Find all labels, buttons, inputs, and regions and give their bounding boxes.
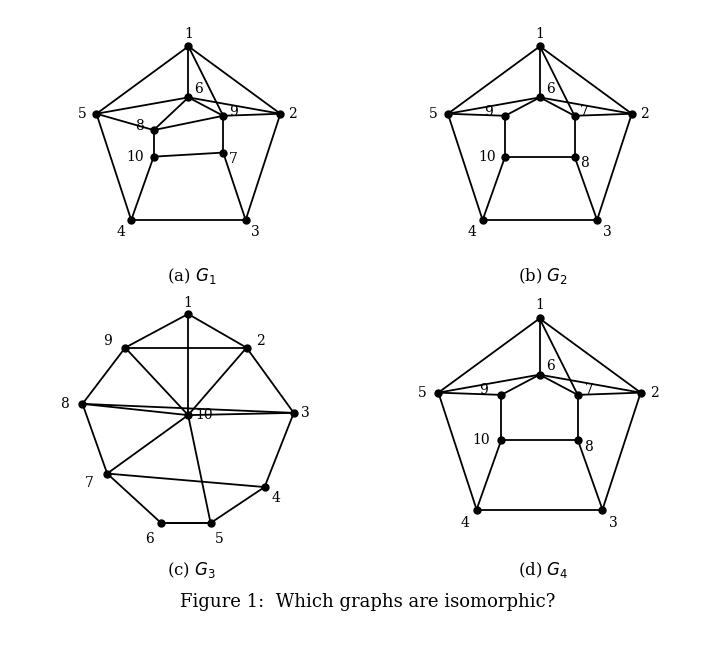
- Text: 10: 10: [195, 408, 212, 422]
- Text: 4: 4: [468, 225, 477, 240]
- Text: 10: 10: [472, 433, 490, 447]
- Text: 4: 4: [117, 225, 125, 240]
- Text: 8: 8: [60, 397, 69, 411]
- Text: 8: 8: [580, 156, 589, 170]
- Text: 7: 7: [585, 384, 593, 397]
- Text: 4: 4: [461, 516, 469, 530]
- Text: (c) $G_3$: (c) $G_3$: [167, 561, 216, 580]
- Text: 9: 9: [479, 384, 487, 397]
- Text: Figure 1:  Which graphs are isomorphic?: Figure 1: Which graphs are isomorphic?: [179, 593, 555, 611]
- Text: 4: 4: [271, 492, 280, 505]
- Text: 3: 3: [251, 225, 260, 240]
- Text: 7: 7: [85, 476, 94, 490]
- Text: 6: 6: [546, 82, 554, 96]
- Text: 2: 2: [288, 107, 297, 121]
- Text: 10: 10: [478, 149, 495, 164]
- Text: 2: 2: [639, 107, 649, 121]
- Text: 7: 7: [580, 105, 589, 118]
- Text: 3: 3: [603, 225, 612, 240]
- Text: 1: 1: [535, 298, 544, 312]
- Text: 3: 3: [609, 516, 618, 530]
- Text: (d) $G_4$: (d) $G_4$: [518, 561, 568, 580]
- Text: 9: 9: [229, 105, 238, 118]
- Text: 5: 5: [78, 107, 86, 121]
- Text: 6: 6: [546, 359, 555, 372]
- Text: 9: 9: [103, 334, 112, 348]
- Text: 2: 2: [650, 386, 659, 399]
- Text: 3: 3: [301, 406, 310, 420]
- Text: 1: 1: [536, 27, 544, 41]
- Text: 6: 6: [194, 82, 203, 96]
- Text: 1: 1: [184, 295, 192, 310]
- Text: 2: 2: [256, 334, 264, 348]
- Text: 8: 8: [135, 119, 144, 133]
- Text: 10: 10: [127, 149, 144, 164]
- Text: 9: 9: [485, 105, 493, 118]
- Text: 5: 5: [418, 386, 427, 399]
- Text: 7: 7: [229, 152, 238, 166]
- Text: 8: 8: [585, 440, 593, 453]
- Text: 5: 5: [215, 532, 224, 545]
- Text: 6: 6: [145, 532, 154, 545]
- Text: 5: 5: [429, 107, 438, 121]
- Text: 1: 1: [184, 27, 193, 41]
- Text: (b) $G_2$: (b) $G_2$: [518, 266, 568, 286]
- Text: (a) $G_1$: (a) $G_1$: [167, 266, 216, 286]
